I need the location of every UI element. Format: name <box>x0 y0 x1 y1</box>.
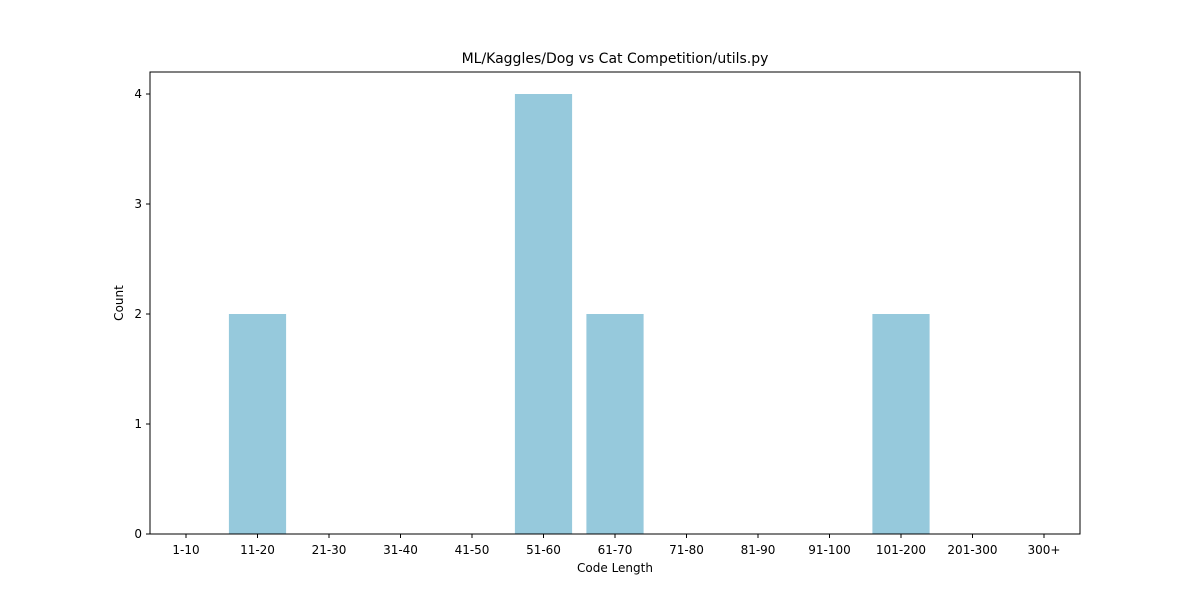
y-axis: 0 1 2 3 4 <box>134 87 150 541</box>
x-tick-label: 51-60 <box>526 543 561 557</box>
x-tick-label: 71-80 <box>669 543 704 557</box>
x-tick-label: 101-200 <box>876 543 926 557</box>
y-tick-label: 3 <box>134 197 142 211</box>
y-tick-label: 4 <box>134 87 142 101</box>
bars-group <box>229 94 930 534</box>
y-tick-label: 1 <box>134 417 142 431</box>
x-axis-label: Code Length <box>577 561 653 575</box>
x-tick-label: 41-50 <box>455 543 490 557</box>
x-axis: 1-10 11-20 21-30 31-40 41-50 51-60 61-70 71-80 8… <box>172 534 1060 557</box>
bar-101-200 <box>872 314 929 534</box>
chart-title: ML/Kaggles/Dog vs Cat Competition/utils.… <box>462 51 769 67</box>
x-tick-label: 31-40 <box>383 543 418 557</box>
x-tick-label: 11-20 <box>240 543 275 557</box>
x-tick-label: 61-70 <box>598 543 633 557</box>
bar-11-20 <box>229 314 286 534</box>
y-tick-label: 0 <box>134 527 142 541</box>
y-tick-label: 2 <box>134 307 142 321</box>
y-axis-label: Count <box>112 285 126 321</box>
bar-51-60 <box>515 94 572 534</box>
bar-61-70 <box>586 314 643 534</box>
x-tick-label: 91-100 <box>808 543 851 557</box>
x-tick-label: 1-10 <box>172 543 199 557</box>
x-tick-label: 21-30 <box>312 543 347 557</box>
x-tick-label: 201-300 <box>947 543 997 557</box>
x-tick-label: 81-90 <box>741 543 776 557</box>
x-tick-label: 300+ <box>1028 543 1061 557</box>
